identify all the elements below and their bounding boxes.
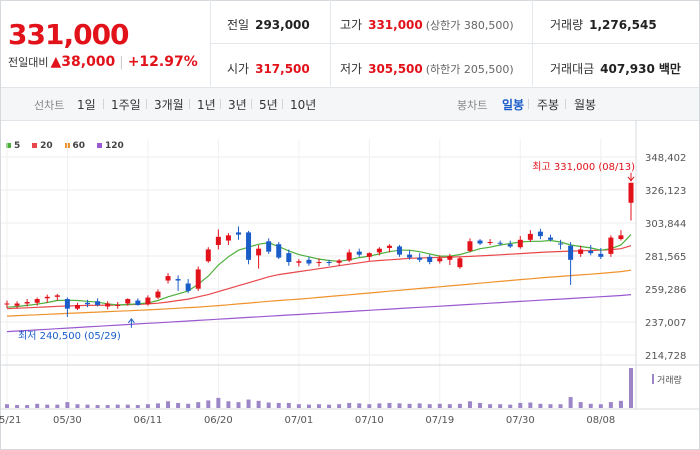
stat-open: 시가 317,500 xyxy=(227,60,310,77)
stat-label: 고가 xyxy=(340,18,363,32)
legend-swatch xyxy=(96,143,102,148)
candle-chart-label: 봉차트 xyxy=(457,99,488,112)
line-chart-label: 선차트 xyxy=(34,99,65,112)
toolbar-divider xyxy=(251,99,252,109)
toolbar-divider xyxy=(528,99,529,109)
header-row-divider xyxy=(210,43,700,44)
change-divider: | xyxy=(119,55,124,70)
stat-low: 저가 305,500 (하한가 205,500) xyxy=(340,60,514,77)
amount-unit: 백만 xyxy=(658,62,681,76)
stat-volume: 거래량 1,276,545 xyxy=(550,16,657,33)
stat-value: 407,930 xyxy=(600,62,655,76)
toolbar-divider xyxy=(146,99,147,109)
stat-value: 305,500 xyxy=(368,62,423,76)
legend-label: 20 xyxy=(40,141,53,151)
period-toolbar: 선차트 1일 1주일 3개월 1년 3년 5년 10년 봉차트 일봉 주봉 월봉 xyxy=(1,87,699,121)
line-period-10y[interactable]: 10년 xyxy=(290,98,317,112)
stat-prev-close: 전일 293,000 xyxy=(227,16,310,33)
stat-amount: 거래대금 407,930 백만 xyxy=(550,60,681,77)
change-amount: 38,000 xyxy=(61,54,116,70)
toolbar-divider xyxy=(565,99,566,109)
quote-header: 331,000 전일대비 ▲38,000 | +12.97% 전일 293,000 고가… xyxy=(0,0,700,86)
stat-label: 저가 xyxy=(340,62,363,76)
toolbar-divider xyxy=(220,99,221,109)
stat-value: 1,276,545 xyxy=(589,18,657,32)
candle-period-daily[interactable]: 일봉 xyxy=(502,98,525,112)
line-period-1y[interactable]: 1년 xyxy=(197,98,216,112)
legend-label: 120 xyxy=(104,141,124,151)
stat-label: 시가 xyxy=(227,62,250,76)
upper-limit: (상한가 380,500) xyxy=(425,19,514,32)
stat-value: 331,000 xyxy=(368,18,423,32)
legend-swatch xyxy=(64,143,70,148)
toolbar-divider xyxy=(103,99,104,109)
current-price: 331,000 xyxy=(8,18,130,51)
stat-high: 고가 331,000 (상한가 380,500) xyxy=(340,16,514,33)
line-period-1d[interactable]: 1일 xyxy=(77,98,96,112)
line-period-5y[interactable]: 5년 xyxy=(259,98,278,112)
lower-limit: (하한가 205,500) xyxy=(425,63,514,76)
change-label: 전일대비 xyxy=(8,56,49,69)
line-period-1w[interactable]: 1주일 xyxy=(111,98,141,112)
legend-label: 5 xyxy=(14,141,21,151)
legend-ma60: 60 xyxy=(64,141,86,151)
stat-label: 전일 xyxy=(227,18,250,32)
up-arrow-icon: ▲ xyxy=(50,54,62,70)
legend-label: 60 xyxy=(72,141,86,151)
ma-legend: 5 20 60 120 xyxy=(6,141,133,151)
price-change: 전일대비 ▲38,000 | +12.97% xyxy=(8,54,198,70)
line-period-3m[interactable]: 3개월 xyxy=(154,98,184,112)
stat-value: 317,500 xyxy=(255,62,310,76)
legend-swatch xyxy=(32,143,38,148)
stat-value: 293,000 xyxy=(255,18,310,32)
candle-period-monthly[interactable]: 월봉 xyxy=(574,98,597,112)
legend-ma120: 120 xyxy=(96,141,124,151)
toolbar-divider xyxy=(189,99,190,109)
toolbar-divider xyxy=(282,99,283,109)
stat-label: 거래대금 xyxy=(550,62,595,76)
stat-label: 거래량 xyxy=(550,18,584,32)
change-rate: +12.97% xyxy=(127,54,198,70)
line-period-3y[interactable]: 3년 xyxy=(228,98,247,112)
candle-period-weekly[interactable]: 주봉 xyxy=(537,98,560,112)
legend-ma20: 20 xyxy=(32,141,53,151)
legend-swatch xyxy=(6,143,11,148)
legend-ma5: 5 xyxy=(6,141,20,151)
